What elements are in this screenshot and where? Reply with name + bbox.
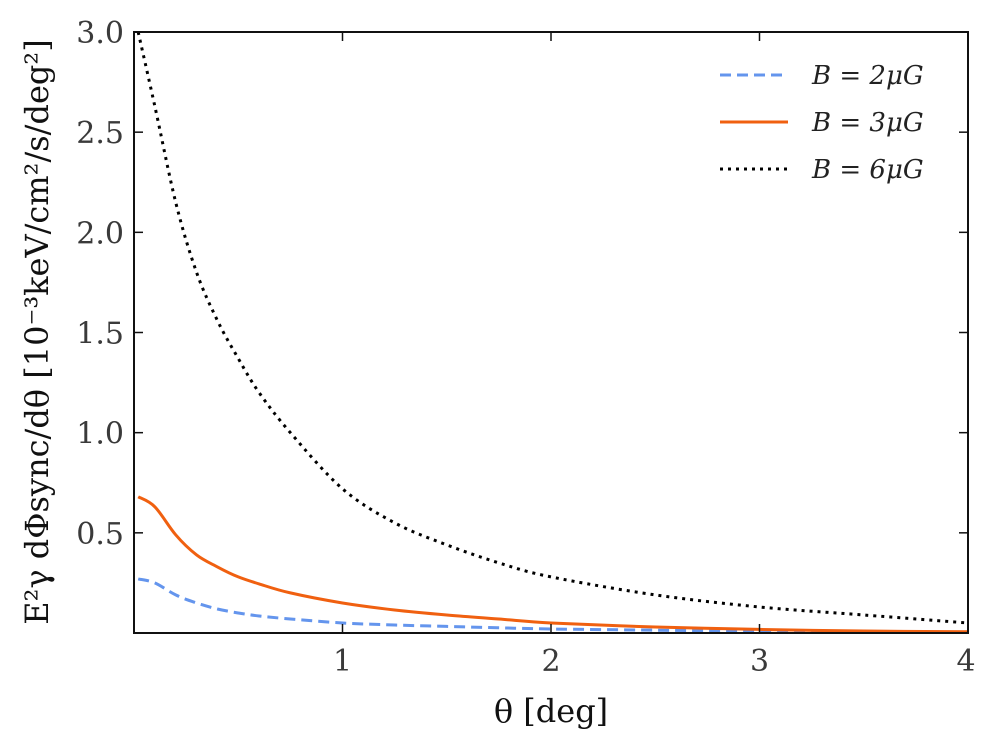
legend-label-1: B = 3μG — [811, 108, 924, 138]
y-axis-title: E²γ dΦsync/dθ [10⁻³keV/cm²/s/deg²] — [18, 39, 56, 624]
x-tick-label-3: 4 — [956, 644, 975, 679]
y-tick-label-1: 1.0 — [76, 417, 124, 452]
y-axis: 0.5 1.0 1.5 2.0 2.5 3.0 — [76, 16, 968, 552]
series-line-0 — [137, 577, 969, 634]
y-tick-label-2: 1.5 — [76, 317, 124, 352]
plot-area — [136, 31, 969, 634]
series-line-1 — [137, 495, 969, 634]
x-tick-label-1: 2 — [541, 644, 560, 679]
y-tick-label-4: 2.5 — [76, 116, 124, 151]
legend-label-2: B = 6μG — [811, 155, 924, 185]
y-tick-label-3: 2.0 — [76, 216, 124, 251]
y-tick-label-0: 0.5 — [76, 517, 124, 552]
legend-label-0: B = 2μG — [811, 61, 924, 91]
x-axis: 1 2 3 4 — [333, 32, 976, 679]
x-tick-label-2: 3 — [750, 644, 769, 679]
x-axis-title: θ [deg] — [494, 692, 608, 730]
y-tick-label-5: 3.0 — [76, 16, 124, 51]
x-tick-label-0: 1 — [333, 644, 352, 679]
legend: B = 2μG B = 3μG B = 6μG — [720, 61, 924, 185]
